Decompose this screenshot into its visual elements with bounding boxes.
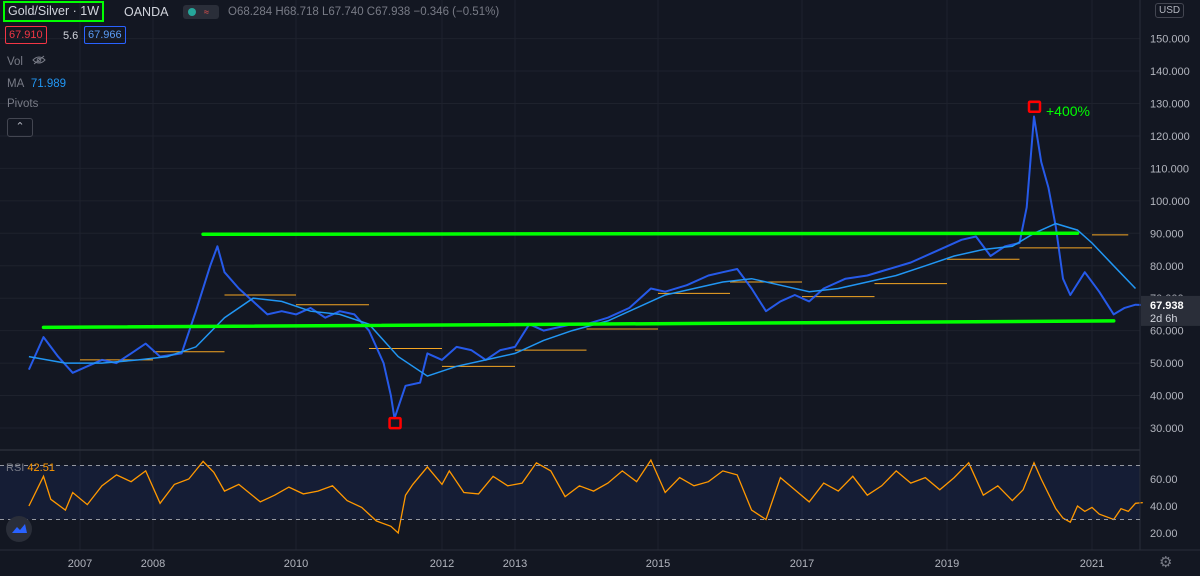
y-tick-label: 100.000: [1150, 196, 1190, 208]
tradingview-logo-icon[interactable]: [6, 516, 32, 542]
trend-lines: [41, 231, 1116, 330]
rsi-tick-label: 40.00: [1150, 501, 1178, 513]
y-tick-label: 40.000: [1150, 391, 1184, 403]
sell-price-button[interactable]: 67.910: [5, 26, 47, 44]
buy-price-button[interactable]: 67.966: [84, 26, 126, 44]
collapse-legend-button[interactable]: ⌃: [7, 118, 33, 137]
vol-label: Vol: [7, 56, 23, 68]
rsi-label: RSI: [6, 462, 25, 474]
ma-label: MA: [7, 78, 24, 90]
ohlc-close: C67.938: [366, 6, 411, 18]
symbol-title[interactable]: Gold/Silver · 1W: [3, 1, 104, 22]
vol-legend[interactable]: Vol: [7, 55, 46, 68]
trend-line: [201, 231, 1080, 237]
ma-legend[interactable]: MA 71.989: [7, 78, 66, 90]
ohlc-readout: O68.284 H68.718 L67.740 C67.938 −0.346 (…: [228, 6, 499, 18]
marker-box: [1027, 100, 1042, 113]
last-price-label: 67.938: [1150, 300, 1184, 312]
pivot-levels: [80, 234, 1129, 367]
y-tick-label: 130.000: [1150, 99, 1190, 111]
rsi-legend[interactable]: RSI 42.51: [6, 462, 55, 474]
markers: [388, 100, 1042, 430]
x-tick-label: 2013: [503, 558, 527, 570]
eye-hidden-icon[interactable]: [32, 55, 46, 68]
y-tick-label: 60.000: [1150, 326, 1184, 338]
y-tick-label: 90.000: [1150, 228, 1184, 240]
ohlc-low: L67.740: [322, 6, 364, 18]
countdown-label: 2d 6h: [1150, 313, 1178, 325]
y-tick-label: 80.000: [1150, 261, 1184, 273]
rsi-tick-label: 60.00: [1150, 474, 1178, 486]
x-tick-label: 2015: [646, 558, 670, 570]
y-tick-label: 110.000: [1150, 163, 1189, 175]
trend-line: [41, 319, 1116, 330]
ma-value: 71.989: [30, 78, 67, 90]
status-dot-icon: [188, 8, 196, 16]
marker-box: [388, 416, 402, 430]
gain-annotation: +400%: [1046, 103, 1090, 119]
grid-lines: [0, 0, 1140, 550]
ohlc-high: H68.718: [275, 6, 319, 18]
currency-badge[interactable]: USD: [1155, 3, 1185, 18]
last-price-tag: [1141, 295, 1200, 326]
x-tick-label: 2012: [430, 558, 454, 570]
x-tick-label: 2019: [935, 558, 959, 570]
market-status[interactable]: ≈: [183, 5, 219, 19]
rsi-tick-label: 20.00: [1150, 528, 1178, 540]
rsi-line: [28, 458, 1143, 535]
x-tick-label: 2008: [141, 558, 165, 570]
x-tick-label: 2021: [1080, 558, 1104, 570]
broker-label: OANDA: [124, 5, 169, 19]
x-tick-label: 2017: [790, 558, 814, 570]
ohlc-change: −0.346 (−0.51%): [413, 6, 500, 18]
y-tick-label: 120.000: [1150, 131, 1190, 143]
price-line: [27, 115, 1143, 420]
status-wave-icon: ≈: [204, 7, 209, 17]
y-tick-label: 50.000: [1150, 358, 1184, 370]
spread-value: 5.6: [63, 30, 79, 42]
chevron-up-icon: ⌃: [15, 121, 25, 133]
rsi-value: 42.51: [27, 462, 55, 474]
gear-icon[interactable]: ⚙: [1159, 554, 1173, 571]
x-tick-label: 2007: [68, 558, 92, 570]
ma-line: [28, 222, 1137, 377]
ohlc-open: O68.284: [228, 6, 273, 18]
x-tick-label: 2010: [284, 558, 308, 570]
y-tick-label: 150.000: [1150, 34, 1190, 46]
y-tick-label: 30.000: [1150, 423, 1184, 435]
pivots-legend[interactable]: Pivots: [7, 98, 39, 110]
y-tick-label: 140.000: [1150, 66, 1190, 78]
